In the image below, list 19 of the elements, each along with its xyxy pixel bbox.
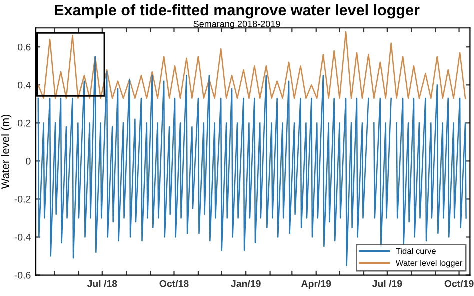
y-tick-label: 0 [26, 158, 31, 165]
chart-title: Example of tide-fitted mangrove water level logger [55, 4, 420, 19]
legend-label: Water level logger [396, 260, 463, 268]
y-axis-title: Water level (m) [1, 114, 12, 190]
y-tick-label: 0.4 [18, 82, 31, 89]
chart-subtitle: Semarang 2018-2019 [194, 20, 280, 30]
x-tick-label: Jul /18 [87, 280, 118, 288]
x-tick-label: Oct/18 [160, 280, 189, 288]
y-tick-label: -0.4 [14, 234, 31, 241]
legend-label: Tidal curve [396, 248, 436, 254]
x-tick-label: Jan/19 [231, 280, 261, 288]
x-tick-label: Oct/19 [444, 280, 474, 288]
x-tick-label: Jul /19 [372, 280, 402, 288]
y-tick-label: 0.2 [18, 120, 31, 127]
y-tick-label: -0.6 [14, 272, 31, 279]
y-tick-label: 0.6 [18, 44, 31, 51]
x-tick-label: Apr/19 [301, 280, 332, 290]
line-series [38, 31, 466, 100]
y-tick-label: -0.2 [14, 196, 31, 203]
